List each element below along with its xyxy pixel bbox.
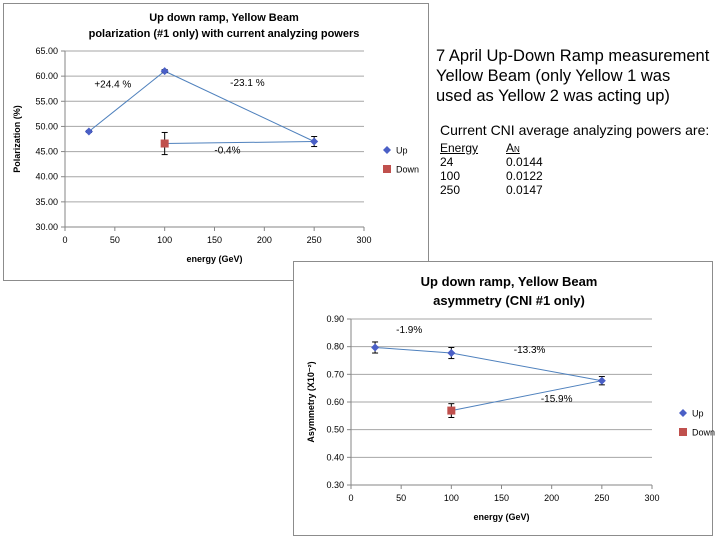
legend-up-label: Up xyxy=(396,146,408,156)
cni-heading: Current CNI average analyzing powers are… xyxy=(440,122,710,138)
x-tick-label: 250 xyxy=(594,493,609,503)
analyzing-power-table: Energy An 24 0.0144 100 0.0122 250 0.014… xyxy=(440,141,543,197)
y-tick-label: 40.00 xyxy=(35,172,58,182)
x-tick-label: 150 xyxy=(207,235,222,245)
y-tick-label: 0.90 xyxy=(326,314,344,324)
down-data-point xyxy=(160,139,169,148)
up-data-point xyxy=(160,67,169,76)
x-tick-label: 150 xyxy=(494,493,509,503)
x-tick-label: 200 xyxy=(257,235,272,245)
legend-down-marker xyxy=(383,165,391,173)
polarization-chart-panel: Up down ramp, Yellow Beam polarization (#… xyxy=(3,3,429,281)
x-tick-label: 50 xyxy=(110,235,120,245)
annotation-label: -1.9% xyxy=(396,325,422,336)
y-axis-title: Polarization (%) xyxy=(12,105,22,173)
y-tick-label: 0.80 xyxy=(326,342,344,352)
notes-line-3: used as Yellow 2 was acting up) xyxy=(436,87,670,105)
table-row: 24 0.0144 xyxy=(440,155,543,169)
asymmetry-chart-panel: Up down ramp, Yellow Beam asymmetry (CNI … xyxy=(293,261,715,536)
legend-down-label: Down xyxy=(396,165,419,175)
an-cell: 0.0122 xyxy=(506,169,543,183)
up-data-point xyxy=(310,137,319,146)
cni-analyzing-powers: Current CNI average analyzing powers are… xyxy=(440,122,716,197)
down-connector-line xyxy=(451,380,602,412)
x-tick-label: 100 xyxy=(444,493,459,503)
measurement-notes: 7 April Up-Down Ramp measurement Yellow … xyxy=(436,46,716,106)
annotation-label: -13.3% xyxy=(514,345,546,356)
table-header-row: Energy An xyxy=(440,141,543,155)
y-tick-label: 0.60 xyxy=(326,397,344,407)
legend-up-label: Up xyxy=(692,409,704,419)
energy-cell: 250 xyxy=(440,183,461,197)
legend-down-label: Down xyxy=(692,428,715,438)
energy-cell: 100 xyxy=(440,169,461,183)
annotation-label: -15.9% xyxy=(541,394,573,405)
annotation-label: -0.4% xyxy=(214,146,240,157)
x-tick-label: 100 xyxy=(157,235,172,245)
y-tick-label: 0.50 xyxy=(326,425,344,435)
legend-up-marker xyxy=(679,409,687,417)
chart-title: Up down ramp, Yellow Beam xyxy=(149,12,299,24)
y-tick-label: 0.40 xyxy=(326,452,344,462)
legend-up-marker xyxy=(383,146,391,154)
y-tick-label: 50.00 xyxy=(35,121,58,131)
y-tick-label: 60.00 xyxy=(35,71,58,81)
an-cell: 0.0147 xyxy=(506,183,543,197)
notes-line-1: 7 April Up-Down Ramp measurement xyxy=(436,47,710,65)
down-connector-line xyxy=(164,141,315,145)
y-tick-label: 0.30 xyxy=(326,480,344,490)
down-data-point xyxy=(447,406,456,415)
an-column-header: An xyxy=(506,141,520,155)
chart-subtitle: asymmetry (CNI #1 only) xyxy=(433,293,585,308)
up-data-point xyxy=(447,349,456,358)
y-axis-title: Asymmetry (X10⁻²) xyxy=(306,361,316,442)
y-tick-label: 55.00 xyxy=(35,96,58,106)
table-row: 250 0.0147 xyxy=(440,183,543,197)
x-tick-label: 0 xyxy=(348,493,353,503)
x-tick-label: 300 xyxy=(356,235,371,245)
y-tick-label: 45.00 xyxy=(35,147,58,157)
x-tick-label: 200 xyxy=(544,493,559,503)
annotation-label: -23.1 % xyxy=(230,78,265,89)
energy-column-header: Energy xyxy=(440,141,479,155)
polarization-chart: Up down ramp, Yellow Beam polarization (#… xyxy=(12,12,419,264)
x-tick-label: 50 xyxy=(396,493,406,503)
y-tick-label: 30.00 xyxy=(35,222,58,232)
table-row: 100 0.0122 xyxy=(440,169,543,183)
asymmetry-chart: Up down ramp, Yellow Beam asymmetry (CNI … xyxy=(306,274,715,522)
up-data-point xyxy=(371,343,380,352)
x-axis-title: energy (GeV) xyxy=(186,254,242,264)
up-data-point xyxy=(597,376,606,385)
legend-down-marker xyxy=(679,428,687,436)
chart-subtitle: polarization (#1 only) with current anal… xyxy=(89,28,360,40)
energy-cell: 24 xyxy=(440,155,454,169)
notes-line-2: Yellow Beam (only Yellow 1 was xyxy=(436,67,671,85)
annotation-label: +24.4 % xyxy=(94,80,131,91)
x-tick-label: 0 xyxy=(62,235,67,245)
x-tick-label: 250 xyxy=(307,235,322,245)
chart-title: Up down ramp, Yellow Beam xyxy=(421,274,598,289)
an-cell: 0.0144 xyxy=(506,155,543,169)
x-axis-title: energy (GeV) xyxy=(473,512,529,522)
y-tick-label: 65.00 xyxy=(35,46,58,56)
up-series-line xyxy=(375,346,602,382)
x-tick-label: 300 xyxy=(644,493,659,503)
y-tick-label: 35.00 xyxy=(35,197,58,207)
y-tick-label: 0.70 xyxy=(326,369,344,379)
